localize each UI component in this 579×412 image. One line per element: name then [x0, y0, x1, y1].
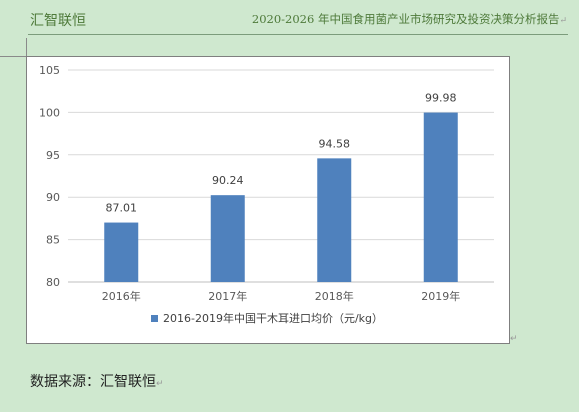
data-source-note: 数据来源：汇智联恒↵ — [30, 371, 164, 391]
y-tick-label: 100 — [39, 106, 60, 119]
x-tick-label: 2016年 — [102, 289, 141, 303]
data-labels: 87.01 90.24 94.58 99.98 — [106, 92, 457, 215]
y-tick-label: 105 — [39, 64, 60, 77]
x-axis-tick-labels: 2016年 2017年 2018年 2019年 — [102, 289, 461, 303]
text-boundary-mark — [0, 56, 26, 57]
y-tick-label: 90 — [46, 191, 60, 204]
legend-swatch — [151, 315, 158, 322]
data-label: 87.01 — [106, 202, 138, 215]
x-tick-label: 2019年 — [421, 289, 460, 303]
header-brand: 汇智联恒 — [30, 13, 86, 29]
bar[interactable] — [317, 158, 352, 282]
bar-chart: 80 85 90 95 100 105 87.01 90.24 94.58 99.98 2016… — [39, 64, 494, 325]
text-boundary-mark — [26, 38, 27, 57]
data-label: 90.24 — [212, 174, 244, 187]
header-rule — [28, 34, 568, 35]
x-tick-label: 2018年 — [315, 289, 354, 303]
bar[interactable] — [423, 112, 458, 282]
bar[interactable] — [104, 222, 139, 282]
paragraph-mark: ↵ — [156, 379, 164, 389]
x-tick-label: 2017年 — [208, 289, 247, 303]
legend: 2016-2019年中国干木耳进口均价（元/kg） — [151, 311, 383, 325]
header-report-title: 2020-2026 年中国食用菌产业市场研究及投资决策分析报告↵ — [252, 11, 567, 27]
bar[interactable] — [210, 195, 245, 282]
bars — [104, 112, 458, 282]
paragraph-mark: ↵ — [510, 334, 518, 344]
legend-label: 2016-2019年中国干木耳进口均价（元/kg） — [163, 311, 383, 325]
gridlines — [68, 69, 494, 283]
chart-container[interactable]: 80 85 90 95 100 105 87.01 90.24 94.58 99.98 2016… — [26, 56, 510, 344]
y-axis-tick-labels: 80 85 90 95 100 105 — [39, 64, 60, 289]
report-title-text: 2020-2026 年中国食用菌产业市场研究及投资决策分析报告 — [251, 12, 560, 26]
data-source-text: 数据来源：汇智联恒 — [30, 374, 156, 390]
paragraph-mark: ↵ — [559, 16, 567, 26]
y-tick-label: 85 — [46, 234, 60, 247]
y-tick-label: 95 — [46, 149, 60, 162]
data-label: 94.58 — [319, 137, 351, 150]
document-header: 汇智联恒 2020-2026 年中国食用菌产业市场研究及投资决策分析报告↵ — [0, 0, 579, 40]
data-label: 99.98 — [425, 92, 457, 105]
y-tick-label: 80 — [46, 276, 60, 289]
